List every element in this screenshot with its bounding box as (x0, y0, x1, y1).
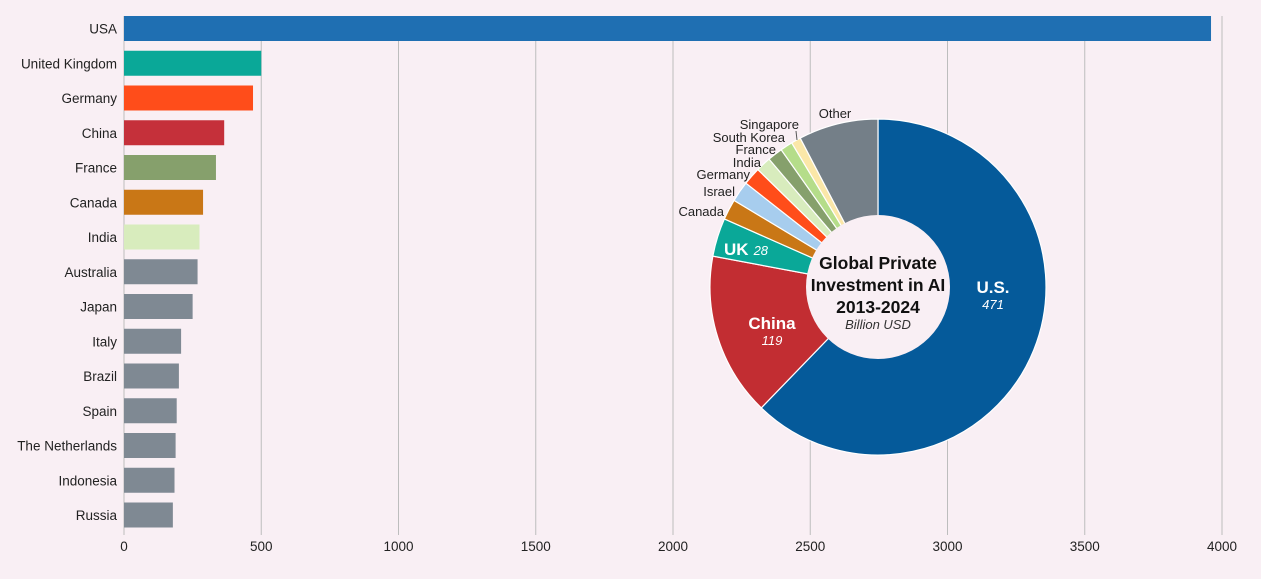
bar (124, 224, 200, 250)
donut-title-line-1: Global Private (819, 253, 937, 273)
category-label: Spain (82, 404, 117, 419)
bar (124, 16, 1212, 41)
x-tick-label: 2000 (658, 539, 688, 554)
category-label: Canada (70, 195, 118, 210)
x-tick-label: 3000 (932, 539, 962, 554)
bar (124, 259, 198, 285)
category-label: The Netherlands (17, 439, 117, 454)
bar (124, 363, 179, 389)
category-label: France (75, 161, 117, 176)
bar (124, 120, 225, 146)
bar (124, 294, 193, 319)
x-tick-label: 2500 (795, 539, 825, 554)
slice-value: 471 (982, 297, 1004, 312)
bar (124, 398, 177, 424)
bar (124, 155, 216, 180)
slice-label: South Korea (713, 130, 786, 145)
bar (124, 328, 182, 354)
bar (124, 50, 262, 76)
donut-hole (806, 215, 950, 359)
slice-value: 119 (762, 333, 783, 348)
bar-series (124, 16, 1212, 528)
category-label: Australia (64, 265, 117, 280)
slice-label: Israel (703, 184, 735, 199)
bar (124, 433, 176, 458)
category-label: India (88, 230, 118, 245)
bar (124, 467, 175, 493)
category-label: Japan (80, 300, 117, 315)
category-label: United Kingdom (21, 56, 117, 71)
category-label: China (82, 126, 118, 141)
slice-label: Singapore (740, 117, 799, 132)
x-tick-label: 1500 (521, 539, 551, 554)
category-labels: USA United Kingdom Germany China France Canad… (17, 22, 117, 524)
slice-label: China (748, 314, 796, 333)
x-axis-tick-labels: 0 500 1000 1500 2000 2500 3000 3500 4000 (120, 539, 1237, 554)
slice-label-name: UK (724, 240, 749, 259)
bar (124, 189, 204, 215)
x-tick-label: 500 (250, 539, 273, 554)
category-label: USA (89, 22, 117, 37)
donut-center: Global Private Investment in AI 2013-202… (806, 215, 950, 359)
gridlines (123, 16, 1223, 535)
category-label: Brazil (83, 369, 117, 384)
category-label: Germany (61, 91, 117, 106)
leader-line (795, 130, 798, 141)
slice-label: Germany (697, 167, 751, 182)
bar (124, 502, 173, 528)
slice-value: 28 (753, 243, 769, 258)
slice-label: U.S. (976, 278, 1009, 297)
slice-label: Other (819, 106, 852, 121)
slice-label: India (733, 155, 762, 170)
x-tick-label: 3500 (1070, 539, 1100, 554)
slice-label: France (736, 142, 776, 157)
category-label: Russia (76, 508, 118, 523)
bar (124, 85, 254, 111)
donut-title-line-2: Investment in AI (811, 275, 946, 295)
x-tick-label: 1000 (383, 539, 413, 554)
x-tick-label: 0 (120, 539, 128, 554)
category-label: Indonesia (58, 473, 117, 488)
donut-title-line-3: 2013-2024 (836, 297, 920, 317)
slice-label: Canada (678, 204, 724, 219)
slice-label: UK 28 (724, 240, 769, 259)
donut-subtitle: Billion USD (845, 317, 911, 332)
category-label: Italy (92, 334, 117, 349)
x-tick-label: 4000 (1207, 539, 1237, 554)
